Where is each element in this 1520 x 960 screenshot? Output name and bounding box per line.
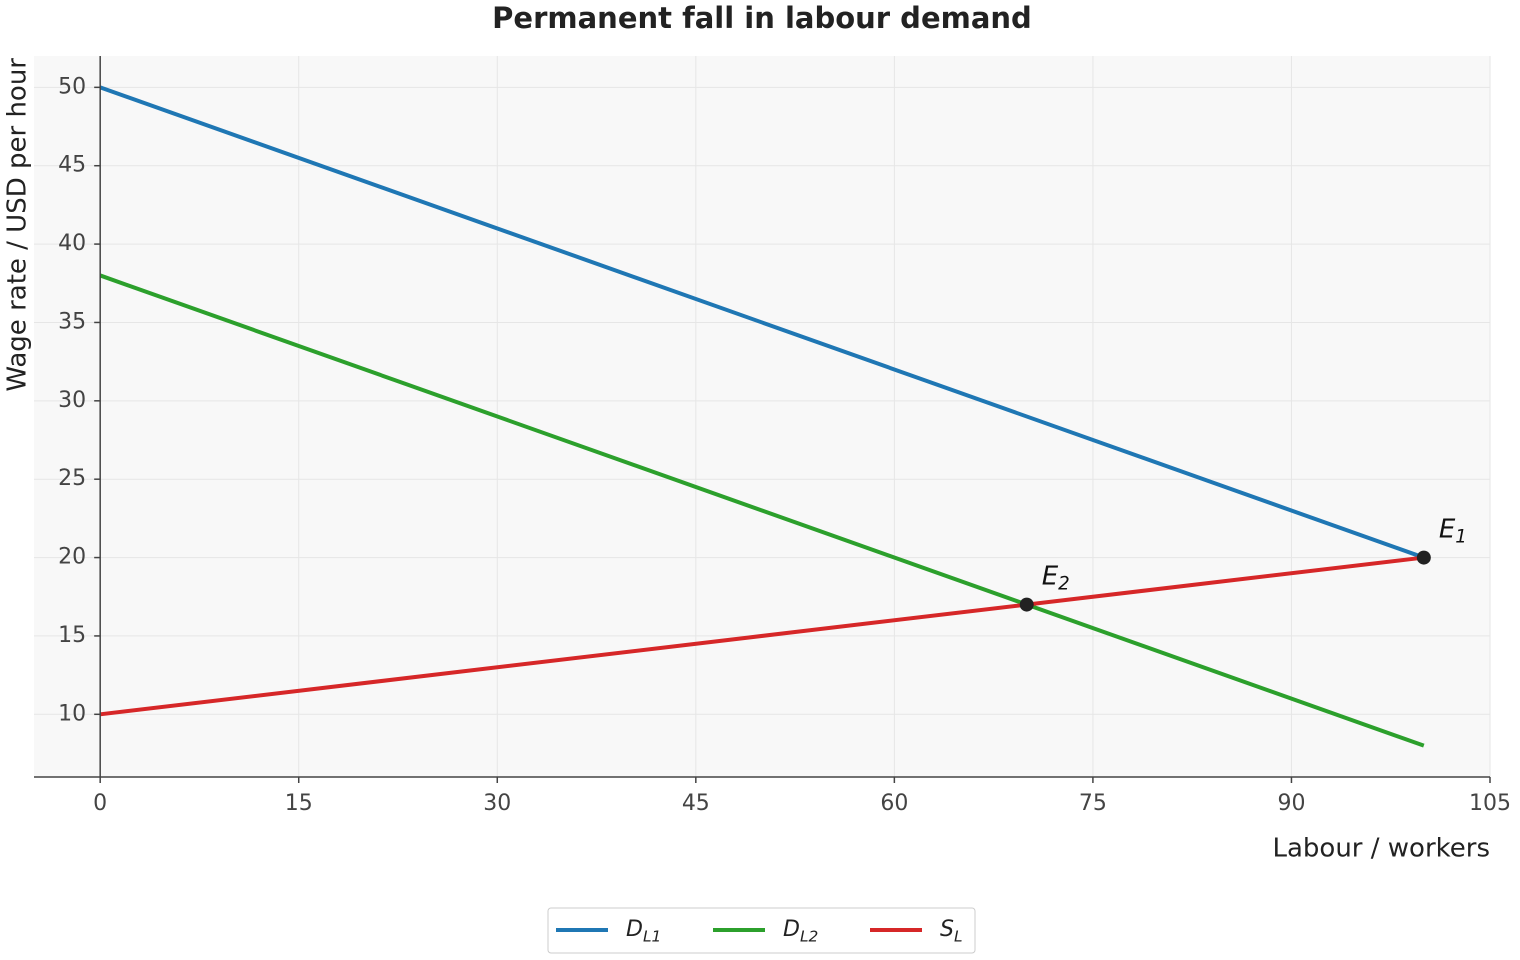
y-tick-label: 30 — [58, 388, 86, 413]
y-tick-label: 35 — [58, 309, 86, 334]
chart-title: Permanent fall in labour demand — [492, 1, 1032, 35]
y-tick-label: 15 — [58, 623, 86, 648]
legend-label: DL2 — [783, 917, 818, 945]
y-axis-label: Wage rate / USD per hour — [3, 58, 33, 392]
y-tick-label: 45 — [58, 153, 86, 178]
legend-label: SL — [940, 917, 963, 945]
series-line — [99, 85, 1425, 560]
equilibrium-point — [1019, 597, 1034, 612]
x-tick-label: 90 — [1277, 791, 1305, 816]
x-tick-label: 75 — [1079, 791, 1107, 816]
x-tick-label: 30 — [483, 791, 511, 816]
y-tick-label: 40 — [58, 231, 86, 256]
series-line — [99, 555, 1425, 717]
x-axis-label: Labour / workers — [1272, 834, 1490, 864]
x-tick-label: 0 — [93, 791, 107, 816]
y-tick-label: 20 — [58, 545, 86, 570]
equilibrium-point — [1416, 550, 1431, 565]
legend-label: DL1 — [626, 917, 661, 945]
series-line — [99, 273, 1425, 748]
y-tick-label: 50 — [58, 74, 86, 99]
x-tick-label: 15 — [285, 791, 313, 816]
point-label: E1 — [1439, 514, 1467, 547]
point-label: E2 — [1042, 561, 1070, 594]
x-tick-label: 105 — [1469, 791, 1511, 816]
y-tick-label: 10 — [58, 701, 86, 726]
plot-area — [34, 56, 1490, 777]
y-tick-label: 25 — [58, 466, 86, 491]
x-tick-label: 45 — [682, 791, 710, 816]
x-tick-label: 60 — [880, 791, 908, 816]
